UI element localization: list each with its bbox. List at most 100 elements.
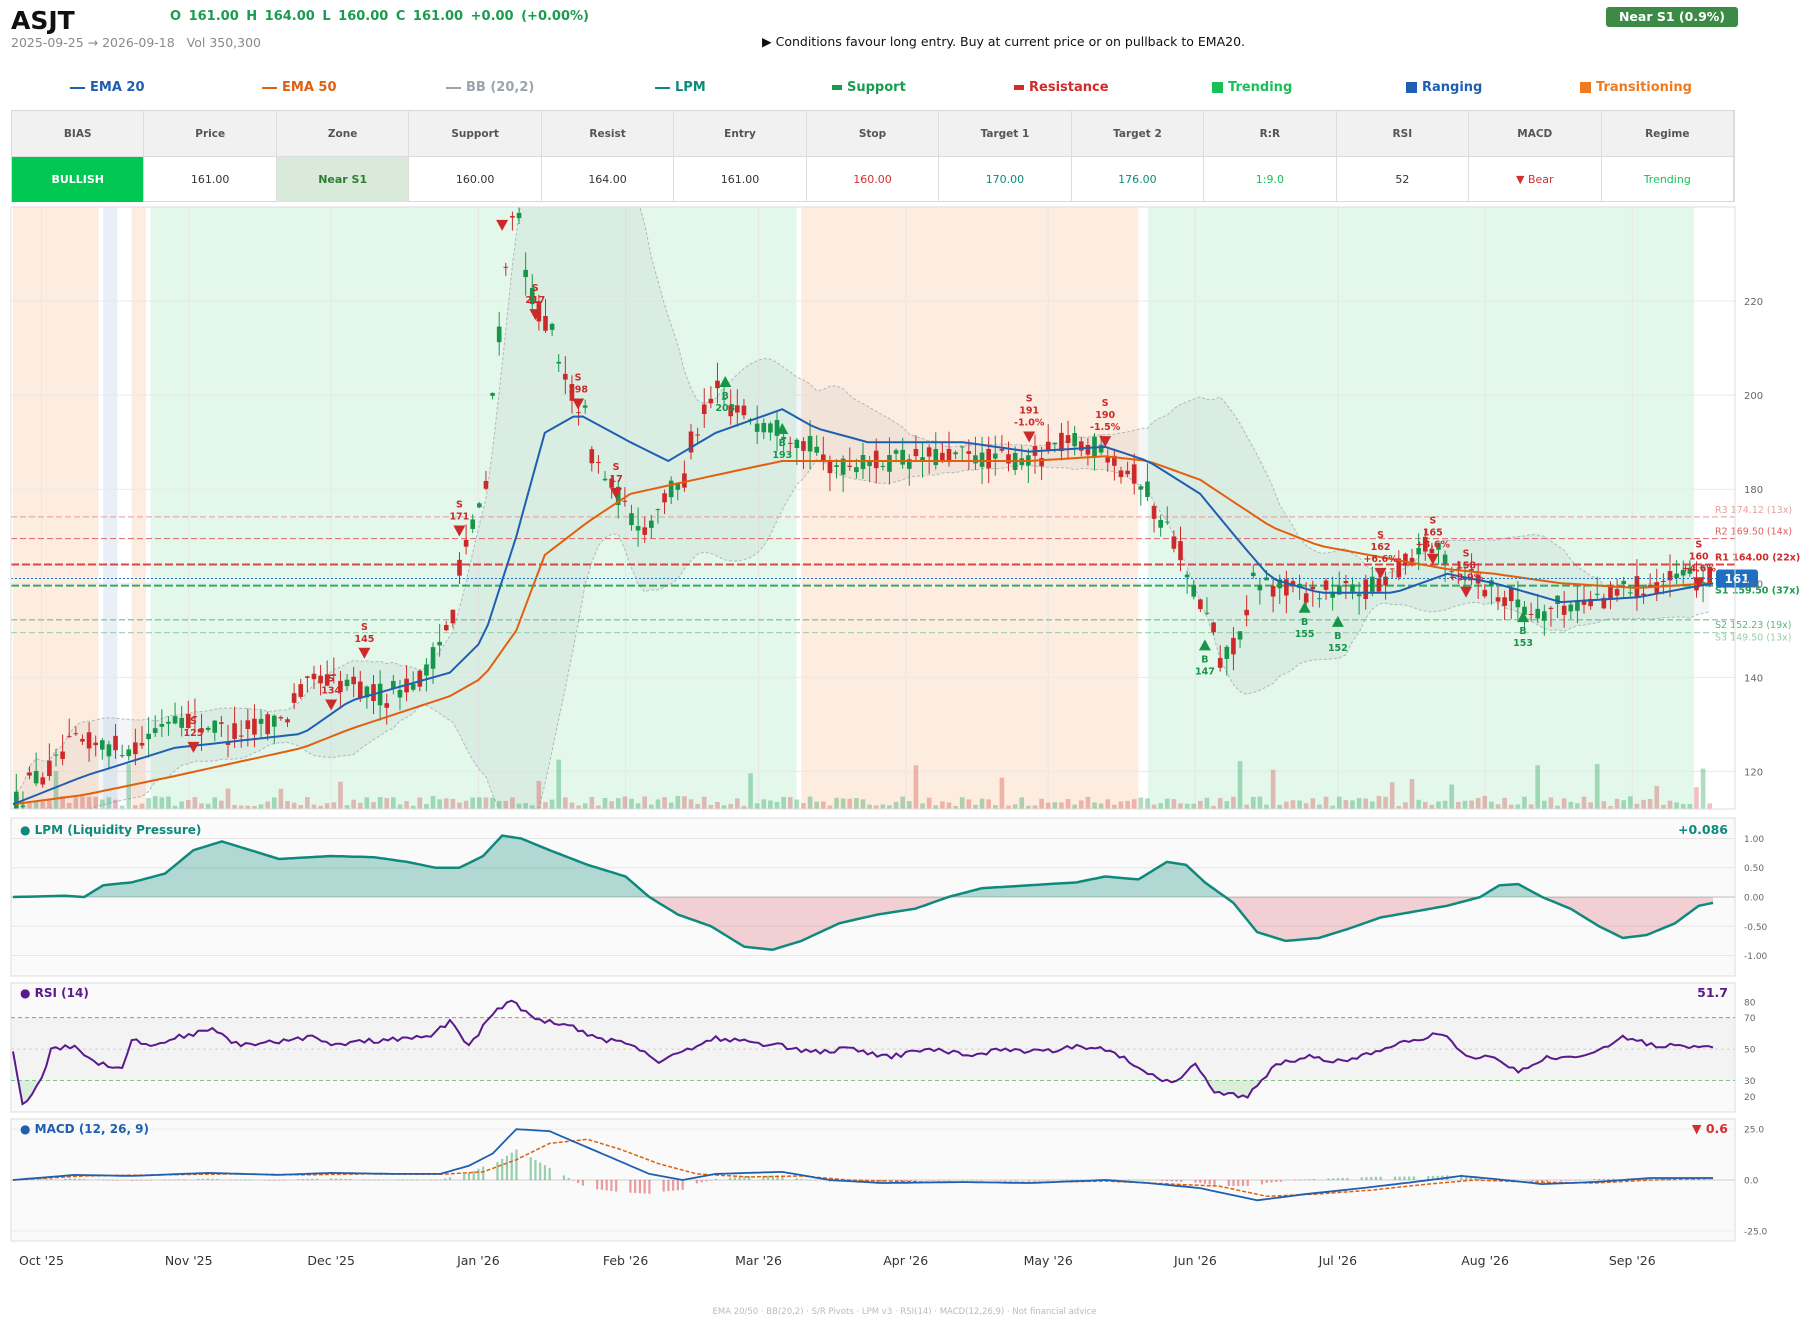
legend-swatch	[446, 86, 461, 89]
macd-hist-bar	[1070, 1179, 1074, 1181]
x-tick-label: May '26	[1024, 1253, 1073, 1268]
candle-body	[682, 473, 687, 488]
macd-hist-bar	[610, 1180, 613, 1192]
volume-bar	[1092, 802, 1097, 809]
volume-bar	[940, 801, 945, 809]
volume-bar	[926, 797, 932, 809]
candle-body	[642, 527, 648, 535]
macd-hist-bar	[1270, 1180, 1273, 1183]
macd-hist-bar	[1332, 1178, 1335, 1180]
candle-body	[66, 736, 72, 738]
candle-body	[1343, 580, 1349, 584]
macd-hist-bar	[1427, 1176, 1430, 1180]
volume-bar	[642, 796, 648, 809]
zone-badge: Near S1 (0.9%)	[1606, 7, 1738, 27]
macd-hist-bar	[1199, 1180, 1202, 1183]
volume-bar	[450, 798, 456, 809]
volume-bar	[615, 798, 621, 809]
candle-body	[649, 520, 654, 528]
macd-hist-bar	[1113, 1179, 1116, 1180]
candle-body	[1138, 486, 1144, 490]
volume-bar	[133, 805, 138, 809]
volume-bar	[880, 804, 886, 809]
legend-item[interactable]: EMA 50	[262, 80, 337, 95]
macd-hist-bar	[805, 1179, 808, 1181]
candle-body	[470, 519, 476, 529]
volume-bar	[900, 796, 905, 809]
signal-label: S	[1463, 549, 1470, 560]
macd-value: ▼ 0.6	[1692, 1121, 1728, 1136]
macd-hist-bar	[577, 1180, 580, 1184]
regime-band	[13, 207, 99, 809]
macd-hist-bar	[1194, 1180, 1197, 1183]
candle-body	[979, 452, 985, 467]
macd-hist-bar	[1294, 1180, 1297, 1181]
candle-body	[913, 448, 919, 457]
volume-bar	[205, 803, 211, 809]
volume-bar	[986, 799, 991, 809]
volume-bar	[199, 803, 204, 809]
buy-marker	[1298, 601, 1311, 613]
macd-hist-bar	[634, 1180, 637, 1193]
macd-hist-bar	[1607, 1178, 1610, 1180]
macd-hist-bar	[605, 1180, 608, 1191]
macd-hist-bar	[429, 1179, 433, 1181]
legend-item[interactable]: Trending	[1212, 80, 1292, 95]
volume-bar	[979, 798, 985, 809]
volume-bar	[1072, 804, 1077, 809]
candle-body	[146, 733, 151, 740]
legend-item[interactable]: Support	[832, 80, 906, 95]
price-chart[interactable]: R3 174.12 (13x) R2 169.50 (14x) R1 164.00 …	[0, 200, 1809, 1305]
rsi-tick-label: 70	[1744, 1014, 1756, 1024]
signal-label: 191	[1019, 405, 1039, 416]
volume-bar	[1131, 799, 1137, 809]
macd-hist-bar	[1142, 1179, 1145, 1181]
volume-bar	[1125, 800, 1130, 809]
table-header-cell: Resist	[541, 111, 675, 157]
candle-body	[1667, 571, 1673, 581]
volume-bar	[86, 796, 92, 809]
candle-body	[622, 500, 628, 502]
legend-item[interactable]: Ranging	[1406, 80, 1482, 95]
candle-body	[391, 680, 396, 689]
macd-hist-bar	[1541, 1180, 1544, 1182]
volume-bar	[1416, 799, 1421, 809]
macd-hist-bar	[163, 1179, 167, 1181]
signal-label: B	[1201, 654, 1208, 665]
candle-body	[827, 461, 833, 474]
macd-hist-bar	[1460, 1174, 1463, 1180]
macd-hist-bar	[111, 1180, 114, 1181]
candle-body	[463, 539, 469, 547]
x-tick-label: Jan '26	[456, 1253, 500, 1268]
candle-body	[1171, 536, 1177, 549]
candle-body	[556, 361, 562, 364]
candle-body	[245, 720, 251, 730]
macd-hist-bar	[1412, 1176, 1416, 1180]
candle-body	[1244, 609, 1249, 616]
buy-marker	[776, 423, 789, 435]
legend-item[interactable]: Transitioning	[1580, 80, 1692, 95]
volume-bar	[1667, 800, 1673, 809]
volume-bar	[1389, 782, 1395, 809]
macd-hist-bar	[1037, 1180, 1040, 1181]
macd-hist-bar	[1237, 1180, 1240, 1187]
legend-item[interactable]: LPM	[655, 80, 706, 95]
signal-label: 198	[568, 385, 588, 396]
candle-body	[1211, 622, 1216, 633]
legend-item[interactable]: EMA 20	[70, 80, 145, 95]
macd-hist-bar	[1379, 1176, 1382, 1180]
candle-body	[662, 493, 667, 503]
regime-band	[103, 207, 118, 809]
candle-body	[1098, 444, 1104, 453]
candle-body	[1403, 553, 1408, 566]
table-header-cell: Price	[144, 111, 277, 157]
macd-hist-bar	[1512, 1179, 1515, 1181]
volume-bar	[807, 796, 813, 809]
macd-hist-bar	[648, 1180, 651, 1194]
volume-bar	[536, 780, 542, 809]
legend-item[interactable]: BB (20,2)	[446, 80, 534, 95]
legend-item[interactable]: Resistance	[1014, 80, 1109, 95]
candle-body	[1231, 637, 1236, 655]
rsi-line	[12, 999, 1714, 1106]
candle-body	[40, 777, 46, 785]
